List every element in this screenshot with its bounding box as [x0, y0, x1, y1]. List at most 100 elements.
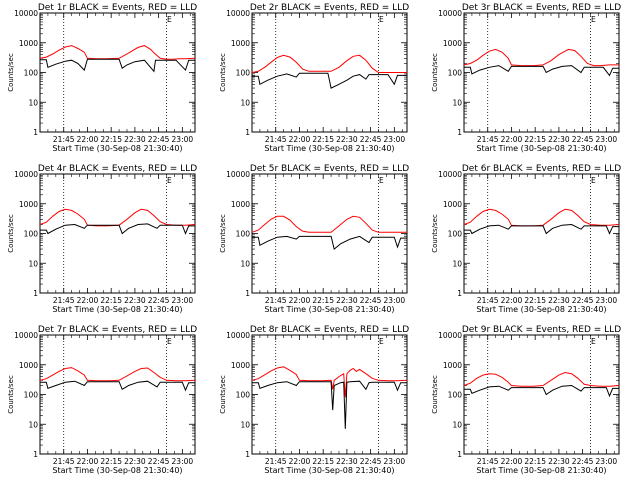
- x-tick-label: 22:00: [77, 457, 99, 466]
- x-tick-label: 22:45: [360, 135, 382, 144]
- y-tick-label: 1: [245, 128, 250, 137]
- lld-series-line: [251, 215, 407, 233]
- x-tick-label: 22:15: [312, 296, 334, 305]
- x-tick-label: 22:30: [548, 135, 570, 144]
- detector-panel: Det 4r BLACK = Events, RED = LLD 1 10 100 10…: [7, 164, 197, 314]
- panel-title: Det 2r BLACK = Events, RED = LLD: [250, 3, 409, 13]
- x-tick-label: 22:00: [289, 135, 311, 144]
- x-axis-label: Start Time (30-Sep-08 21:30:40): [52, 466, 182, 475]
- y-tick-label: 10: [452, 259, 462, 268]
- y-tick-label: 10000: [14, 331, 38, 340]
- lld-series-line: [39, 208, 196, 227]
- lld-series-line: [39, 45, 196, 60]
- y-tick-label: 10: [28, 420, 38, 429]
- panel-title: Det 8r BLACK = Events, RED = LLD: [250, 325, 409, 335]
- x-tick-label: 23:00: [172, 457, 194, 466]
- y-tick-label: 100: [236, 391, 251, 400]
- plot-frame: [251, 334, 408, 455]
- x-tick-label: 21:45: [53, 296, 75, 305]
- y-axis-label: Counts/sec: [431, 214, 439, 253]
- y-tick-label: 100: [24, 69, 39, 78]
- detector-panel: Det 1r BLACK = Events, RED = LLD 1 10 100 10…: [7, 3, 197, 153]
- x-axis-label: Start Time (30-Sep-08 21:30:40): [476, 305, 606, 314]
- y-tick-label: 1000: [443, 200, 462, 209]
- y-tick-label: 10000: [226, 170, 250, 179]
- y-tick-label: 100: [24, 391, 39, 400]
- y-tick-label: 100: [236, 69, 251, 78]
- y-axis-label: Counts/sec: [431, 375, 439, 414]
- y-tick-label: 1000: [19, 361, 38, 370]
- x-tick-label: 22:00: [77, 296, 99, 305]
- y-tick-label: 10: [240, 420, 250, 429]
- y-tick-label: 100: [24, 230, 39, 239]
- x-tick-label: 23:00: [596, 135, 618, 144]
- events-series-line: [252, 380, 407, 429]
- y-tick-label: 10000: [226, 331, 250, 340]
- events-series-line: [40, 223, 195, 235]
- x-tick-label: 22:45: [360, 296, 382, 305]
- detector-panel: Det 6r BLACK = Events, RED = LLD 1 10 100 10…: [431, 164, 621, 314]
- y-tick-label: 1: [457, 289, 462, 298]
- y-tick-label: 10000: [438, 331, 462, 340]
- events-series-line: [40, 380, 195, 392]
- x-tick-label: 22:15: [524, 296, 546, 305]
- panel-title: Det 5r BLACK = Events, RED = LLD: [250, 164, 409, 174]
- y-tick-label: 10: [452, 420, 462, 429]
- x-axis-label: Start Time (30-Sep-08 21:30:40): [52, 144, 182, 153]
- plot-frame: [463, 173, 620, 294]
- x-tick-label: 22:15: [312, 135, 334, 144]
- x-axis-label: Start Time (30-Sep-08 21:30:40): [264, 466, 394, 475]
- corner-label: E: [379, 176, 384, 185]
- y-tick-label: 1: [245, 450, 250, 459]
- detector-panel: Det 3r BLACK = Events, RED = LLD 1 10 100 10…: [431, 3, 621, 153]
- x-tick-label: 22:45: [572, 296, 594, 305]
- y-tick-label: 1: [33, 128, 38, 137]
- y-tick-label: 1000: [231, 39, 250, 48]
- y-axis-label: Counts/sec: [431, 53, 439, 92]
- x-axis-label: Start Time (30-Sep-08 21:30:40): [476, 144, 606, 153]
- events-series-line: [464, 65, 619, 77]
- y-tick-label: 10: [452, 98, 462, 107]
- x-tick-label: 22:45: [148, 296, 170, 305]
- detector-panel: Det 9r BLACK = Events, RED = LLD 1 10 100 10…: [431, 325, 621, 475]
- y-tick-label: 1000: [19, 200, 38, 209]
- plot-frame: [463, 12, 620, 133]
- x-tick-label: 21:45: [53, 457, 75, 466]
- y-tick-label: 1000: [231, 200, 250, 209]
- y-tick-label: 10000: [226, 9, 250, 18]
- x-axis-label: Start Time (30-Sep-08 21:30:40): [264, 305, 394, 314]
- plot-frame: [39, 334, 196, 455]
- x-tick-label: 22:30: [124, 296, 146, 305]
- x-tick-label: 22:30: [336, 135, 358, 144]
- corner-label: E: [167, 337, 172, 346]
- x-tick-label: 22:45: [572, 457, 594, 466]
- x-tick-label: 21:45: [265, 135, 287, 144]
- x-tick-label: 22:30: [124, 135, 146, 144]
- y-tick-label: 100: [236, 230, 251, 239]
- y-axis-label: Counts/sec: [7, 214, 15, 253]
- x-tick-label: 22:45: [572, 135, 594, 144]
- lld-series-line: [251, 366, 408, 398]
- x-tick-label: 21:45: [477, 135, 499, 144]
- x-tick-label: 22:15: [524, 135, 546, 144]
- x-tick-label: 22:15: [312, 457, 334, 466]
- y-tick-label: 10: [240, 259, 250, 268]
- events-series-line: [252, 235, 407, 250]
- y-tick-label: 10000: [438, 170, 462, 179]
- y-tick-label: 10: [28, 259, 38, 268]
- x-tick-label: 22:30: [548, 457, 570, 466]
- x-tick-label: 22:30: [124, 457, 146, 466]
- x-tick-label: 23:00: [172, 296, 194, 305]
- x-tick-label: 22:15: [100, 296, 122, 305]
- x-axis-label: Start Time (30-Sep-08 21:30:40): [52, 305, 182, 314]
- x-tick-label: 21:45: [265, 457, 287, 466]
- detector-panel: Det 5r BLACK = Events, RED = LLD 1 10 100 10…: [219, 164, 409, 314]
- lld-series-line: [463, 48, 619, 67]
- y-tick-label: 1: [33, 450, 38, 459]
- x-tick-label: 22:00: [501, 457, 523, 466]
- y-tick-label: 1: [33, 289, 38, 298]
- x-tick-label: 22:15: [524, 457, 546, 466]
- x-tick-label: 22:30: [336, 296, 358, 305]
- x-tick-label: 22:30: [548, 296, 570, 305]
